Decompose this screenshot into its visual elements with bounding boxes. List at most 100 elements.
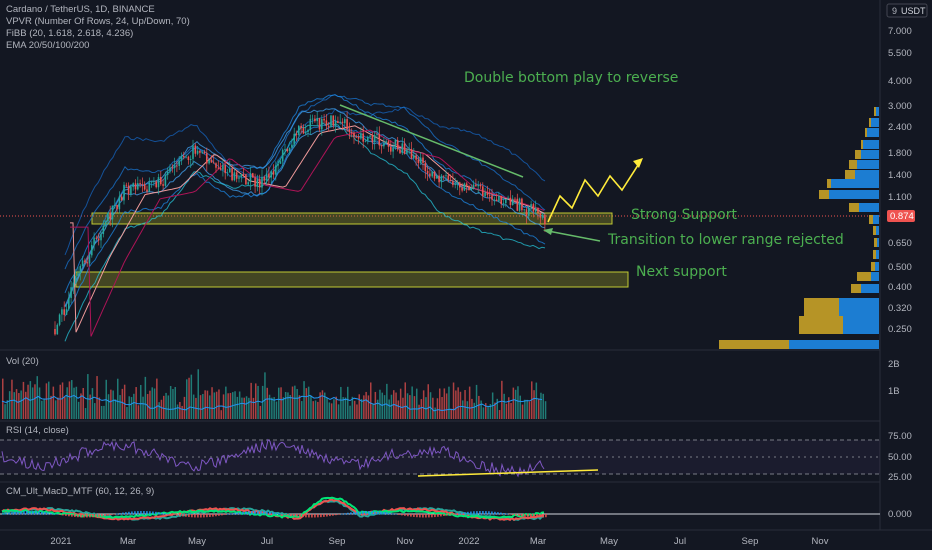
- macd-histogram-bar: [146, 511, 148, 515]
- annotation-double-bottom: Double bottom play to reverse: [464, 70, 678, 86]
- candle-body: [465, 183, 468, 187]
- candle-body: [176, 165, 178, 167]
- volume-bar: [422, 390, 425, 419]
- candle-body: [298, 125, 300, 135]
- macd-histogram-bar: [116, 513, 118, 515]
- volume-bar: [468, 386, 471, 419]
- macd-histogram-bar: [167, 513, 169, 515]
- candle-body: [141, 184, 144, 185]
- macd-histogram-bar: [134, 511, 136, 515]
- time-axis[interactable]: 2021 Mar May Jul Sep Nov 2022 Mar May Jul Sep Nov: [50, 536, 828, 547]
- candle-body: [201, 151, 203, 153]
- candle-body: [249, 173, 252, 183]
- candle-body: [183, 155, 185, 158]
- candle-body: [93, 237, 95, 246]
- volume-bar: [370, 382, 372, 419]
- candle-body: [360, 133, 362, 139]
- macd-histogram-bar: [266, 511, 268, 515]
- macd-histogram-bar: [425, 514, 427, 518]
- legend-fibb[interactable]: FiBB (20, 1.618, 2.618, 4.236): [6, 28, 133, 39]
- volume-bar: [365, 391, 367, 419]
- volume-bar: [372, 403, 374, 419]
- macd-histogram-bar: [158, 512, 160, 515]
- candle-body: [392, 147, 394, 152]
- volume-bar: [540, 392, 542, 419]
- rsi-axis: 75.00 50.00 25.00: [888, 431, 912, 483]
- macd-pane-title[interactable]: CM_Ult_MacD_MTF (60, 12, 26, 9): [6, 486, 154, 497]
- candle-body: [539, 212, 542, 218]
- macd-histogram-bar: [92, 514, 94, 518]
- legend-symbol[interactable]: Cardano / TetherUS, 1D, BINANCE: [6, 4, 155, 15]
- vpvr-down-bar: [719, 340, 789, 349]
- volume-bar: [179, 401, 181, 419]
- legend-vpvr[interactable]: VPVR (Number Of Rows, 24, Up/Down, 70): [6, 16, 190, 27]
- legend-ema[interactable]: EMA 20/50/100/200: [6, 40, 89, 51]
- candle-body: [61, 309, 63, 315]
- candle-body: [350, 131, 353, 133]
- macd-histogram-bar: [41, 511, 43, 515]
- next-support-zone: [75, 271, 629, 288]
- candle-body: [509, 197, 512, 205]
- macd-histogram-bar: [347, 512, 349, 515]
- volume-bar: [140, 384, 142, 419]
- candle-body: [514, 198, 516, 200]
- candle-body: [217, 167, 220, 169]
- candle-body: [240, 173, 243, 178]
- volume-bars: [1, 369, 547, 419]
- rsi-pane-title[interactable]: RSI (14, close): [6, 425, 69, 436]
- macd-histogram-bar: [365, 511, 367, 515]
- candle-body: [505, 199, 507, 204]
- macd-histogram-bar: [242, 511, 244, 515]
- time-tick: Nov: [397, 536, 414, 547]
- vol-pane-title[interactable]: Vol (20): [6, 356, 39, 367]
- candle-body: [146, 189, 148, 192]
- volume-bar: [363, 395, 365, 419]
- currency-badge[interactable]: [886, 3, 928, 18]
- volume-bar: [43, 398, 45, 419]
- annotation-strong-support: Strong Support: [631, 207, 737, 223]
- macd-histogram-bar: [179, 514, 181, 516]
- volume-bar: [388, 399, 390, 419]
- price-axis[interactable]: 7.000 5.500 4.000 3.000 2.400 1.800 1.400 1.100…: [888, 26, 912, 335]
- price-pane[interactable]: [0, 0, 880, 350]
- volume-bar: [66, 387, 68, 419]
- vol-tick: 2B: [888, 359, 900, 370]
- vpvr-down-bar: [857, 272, 871, 281]
- candle-body: [275, 165, 277, 175]
- volume-bar: [156, 378, 158, 419]
- volume-bar: [425, 397, 427, 419]
- macd-histogram-bar: [257, 511, 259, 515]
- candle-body: [373, 135, 376, 143]
- candle-body: [337, 121, 339, 123]
- volume-bar: [301, 401, 303, 419]
- rsi-tick: 50.00: [888, 452, 912, 463]
- volume-bar: [117, 378, 119, 419]
- vol-tick: 1B: [888, 386, 900, 397]
- macd-histogram-bar: [80, 514, 82, 518]
- macd-histogram-bar: [455, 513, 457, 515]
- macd-histogram-bar: [212, 514, 214, 517]
- vpvr-up-bar: [871, 272, 879, 281]
- volume-bar: [383, 395, 386, 419]
- candle-body: [86, 262, 88, 264]
- volume-bar: [452, 382, 455, 419]
- volume-bar: [326, 397, 328, 419]
- vpvr-down-bar: [865, 128, 867, 137]
- candle-body: [413, 155, 415, 159]
- candle-body: [173, 165, 176, 169]
- price-tick: 7.000: [888, 26, 912, 37]
- volume-bar: [333, 399, 335, 419]
- macd-histogram-bar: [194, 514, 196, 518]
- volume-bar: [429, 392, 432, 419]
- macd-histogram-bar: [536, 514, 538, 518]
- time-tick: Jul: [674, 536, 686, 547]
- volume-bar: [291, 386, 294, 419]
- volume-bar: [448, 386, 450, 419]
- volume-bar: [374, 391, 377, 419]
- macd-histogram-bar: [2, 513, 4, 515]
- candle-body: [486, 192, 489, 195]
- projection-path: [547, 161, 641, 223]
- price-tick: 1.800: [888, 148, 912, 159]
- macd-histogram-bar: [110, 514, 112, 516]
